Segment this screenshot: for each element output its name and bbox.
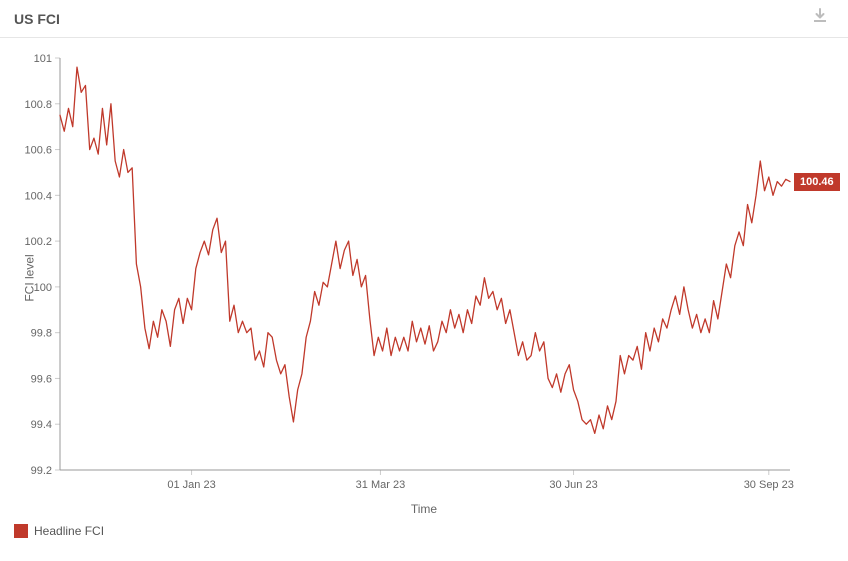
chart-title: US FCI [14,11,60,27]
svg-text:100.6: 100.6 [24,145,52,157]
chart-area: FCI level Time 99.299.499.699.8100100.21… [0,38,848,518]
download-icon[interactable] [812,8,828,29]
svg-text:31 Mar 23: 31 Mar 23 [356,479,406,491]
svg-text:30 Jun 23: 30 Jun 23 [549,479,597,491]
svg-text:99.4: 99.4 [31,419,52,431]
legend-label: Headline FCI [34,524,104,538]
legend-swatch [14,524,28,538]
svg-text:30 Sep 23: 30 Sep 23 [744,479,794,491]
svg-text:100.4: 100.4 [24,190,52,202]
svg-text:01 Jan 23: 01 Jan 23 [167,479,215,491]
y-axis-label: FCI level [23,254,37,301]
svg-text:100.8: 100.8 [24,99,52,111]
x-axis-label: Time [411,502,437,516]
line-chart: 99.299.499.699.8100100.2100.4100.6100.81… [0,38,848,518]
chart-legend: Headline FCI [0,518,848,548]
last-value-badge: 100.46 [794,173,840,191]
svg-text:99.2: 99.2 [31,465,52,477]
svg-text:99.6: 99.6 [31,373,52,385]
svg-text:99.8: 99.8 [31,328,52,340]
chart-header: US FCI [0,0,848,38]
svg-text:100.2: 100.2 [24,236,52,248]
svg-text:101: 101 [34,53,52,65]
